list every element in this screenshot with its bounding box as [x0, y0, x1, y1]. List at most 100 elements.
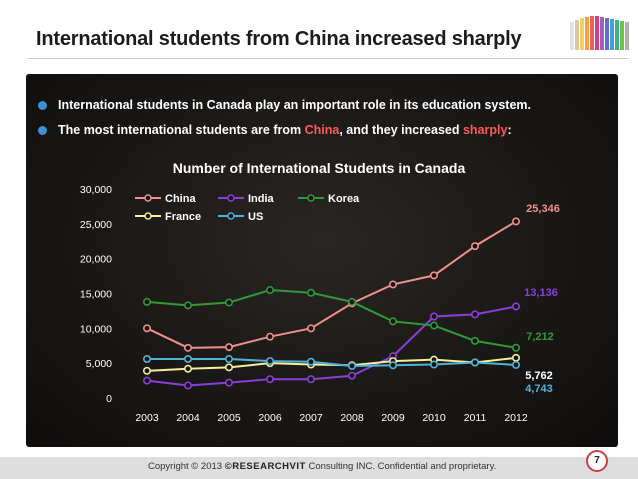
end-label-france: 5,762: [525, 370, 553, 382]
legend-marker-china: [144, 194, 152, 202]
end-label-india: 13,136: [524, 287, 558, 299]
x-tick-label: 2005: [217, 412, 241, 424]
data-point-us: [388, 361, 397, 370]
chalkboard-panel: [26, 74, 618, 447]
footer-bar: [0, 457, 638, 479]
data-point-us: [225, 354, 234, 363]
bullet-2-highlight-china: China: [304, 123, 340, 137]
brand-logo-text: ©RESEARCHVIT: [224, 461, 306, 472]
legend-marker-us: [227, 212, 235, 220]
data-point-korea: [184, 301, 193, 310]
y-tick-label: 15,000: [80, 289, 112, 301]
data-point-korea: [225, 298, 234, 307]
x-tick-label: 2009: [381, 412, 405, 424]
legend-marker-france: [144, 212, 152, 220]
legend-label-korea: Korea: [328, 193, 360, 205]
data-point-china: [184, 343, 193, 352]
bullet-2-text-post: :: [507, 123, 512, 137]
data-point-korea: [265, 286, 274, 295]
data-point-korea: [347, 297, 356, 306]
y-tick-label: 0: [106, 393, 112, 405]
series-line-china: [146, 220, 517, 349]
title-bar: [0, 0, 638, 62]
series-line-india: [146, 305, 517, 387]
data-point-france: [143, 366, 152, 375]
x-tick-label: 2008: [340, 412, 364, 424]
data-point-us: [143, 354, 152, 363]
copyright-pre: Copyright © 2013: [148, 461, 225, 472]
data-point-us: [511, 360, 520, 369]
data-point-india: [429, 312, 438, 321]
data-point-us: [347, 361, 356, 370]
chart-title: Number of International Students in Cana…: [173, 160, 466, 176]
x-tick-label: 2010: [422, 412, 446, 424]
data-point-india: [225, 378, 234, 387]
data-point-us: [470, 358, 479, 367]
y-tick-label: 25,000: [80, 219, 112, 231]
data-point-korea: [429, 321, 438, 330]
data-point-india: [306, 375, 315, 384]
bullet-2-text-pre: The most international students are from: [58, 123, 305, 137]
data-point-france: [225, 363, 234, 372]
y-tick-label: 10,000: [80, 323, 112, 335]
data-point-china: [388, 280, 397, 289]
data-point-china: [143, 324, 152, 333]
copyright-post: Consulting INC. Confidential and proprie…: [305, 461, 497, 472]
series-line-korea: [146, 289, 517, 349]
legend-label-china: China: [165, 193, 196, 205]
data-point-china: [470, 242, 479, 251]
legend-marker-korea: [307, 194, 315, 202]
colored-pencils-icon: [570, 16, 629, 50]
data-point-india: [184, 381, 193, 390]
data-point-india: [470, 310, 479, 319]
data-point-france: [511, 353, 520, 362]
page-number: 7: [586, 450, 608, 472]
legend-marker-india: [227, 194, 235, 202]
slide-title: International students from China increa…: [36, 28, 522, 50]
legend-label-india: India: [248, 193, 275, 205]
legend-label-france: France: [165, 211, 201, 223]
data-point-china: [265, 332, 274, 341]
data-point-india: [265, 375, 274, 384]
series-line-france: [146, 356, 517, 372]
y-tick-label: 5,000: [86, 358, 112, 370]
data-point-korea: [511, 343, 520, 352]
x-tick-label: 2004: [176, 412, 200, 424]
bullet-dot-icon: [38, 126, 47, 135]
data-point-korea: [470, 336, 479, 345]
x-tick-label: 2007: [299, 412, 323, 424]
data-point-china: [306, 324, 315, 333]
data-point-china: [511, 217, 520, 226]
data-point-us: [265, 357, 274, 366]
data-point-china: [429, 271, 438, 280]
end-label-us: 4,743: [525, 383, 553, 395]
title-divider: [28, 58, 628, 59]
bullet-2-highlight-sharply: sharply: [462, 123, 508, 137]
end-label-china: 25,346: [526, 203, 560, 215]
data-point-korea: [306, 288, 315, 297]
series-line-us: [147, 357, 517, 367]
data-point-korea: [143, 297, 152, 306]
data-point-us: [306, 357, 315, 366]
y-tick-label: 30,000: [80, 184, 112, 196]
data-point-india: [347, 371, 356, 380]
bullet-1: International students in Canada play an…: [38, 98, 532, 112]
data-point-us: [184, 354, 193, 363]
bullet-1-text: International students in Canada play an…: [58, 98, 532, 112]
data-point-korea: [388, 317, 397, 326]
end-label-korea: 7,212: [526, 331, 554, 343]
x-tick-label: 2006: [258, 412, 282, 424]
data-point-france: [184, 364, 193, 373]
data-point-india: [143, 376, 152, 385]
x-tick-label: 2011: [464, 412, 487, 424]
copyright-notice: Copyright © 2013 ©RESEARCHVIT Consulting…: [148, 461, 496, 472]
x-tick-label: 2003: [135, 412, 159, 424]
bullet-2-text-mid: , and they increased: [339, 123, 463, 137]
bullet-dot-icon: [38, 101, 47, 110]
data-point-china: [225, 343, 234, 352]
y-tick-label: 20,000: [80, 254, 112, 266]
x-tick-label: 2012: [504, 412, 528, 424]
data-point-india: [511, 302, 520, 311]
legend-label-us: US: [248, 211, 263, 223]
